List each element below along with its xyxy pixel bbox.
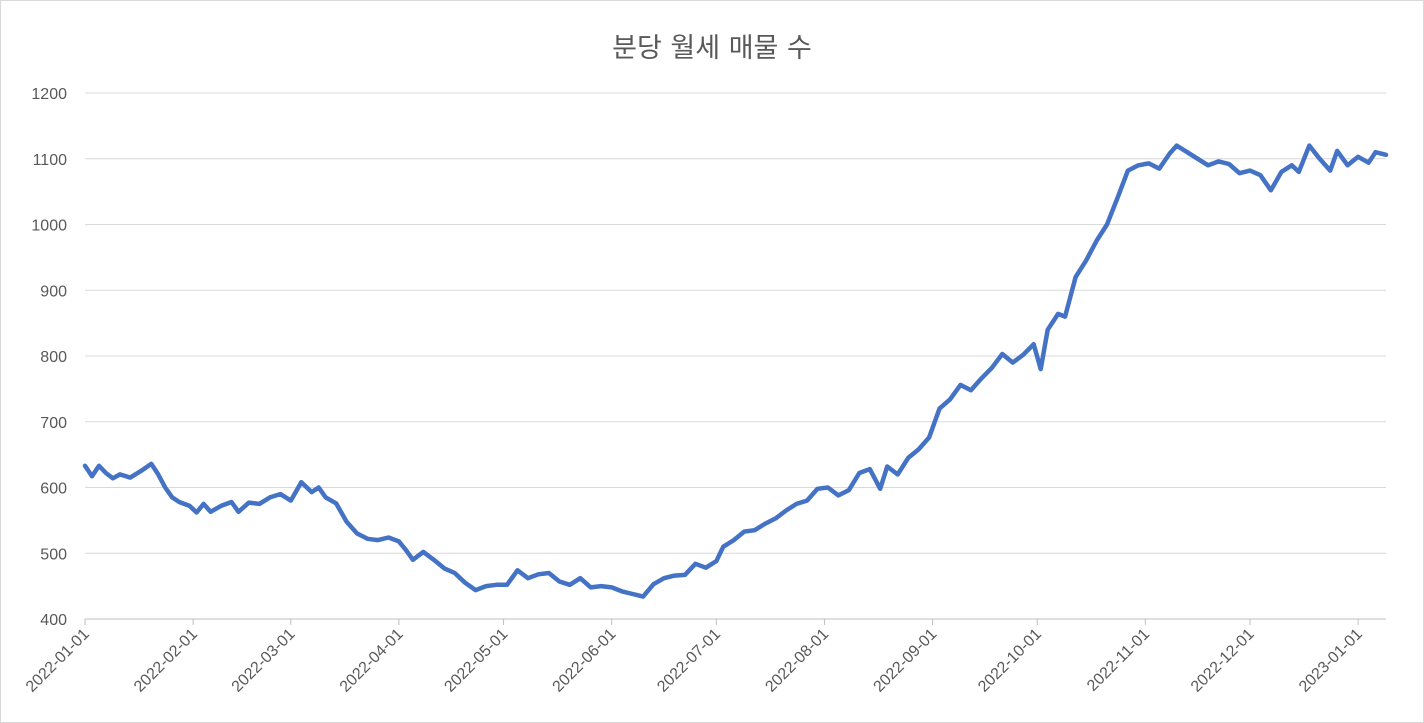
x-tick-label: 2022-10-01 (975, 626, 1045, 696)
x-tick-label: 2022-09-01 (871, 626, 941, 696)
x-tick-label: 2022-05-01 (441, 626, 511, 696)
y-tick-label: 1100 (33, 152, 68, 169)
y-tick-label: 800 (40, 349, 67, 366)
x-tick-label: 2022-02-01 (131, 626, 201, 696)
x-tick-label: 2023-01-01 (1296, 626, 1366, 696)
x-tick-label: 2022-11-01 (1084, 626, 1153, 695)
x-tick-label: 2022-08-01 (762, 626, 832, 696)
y-tick-label: 400 (40, 612, 67, 629)
x-tick-label: 2022-04-01 (337, 626, 407, 696)
y-tick-label: 1200 (31, 86, 67, 103)
x-tick-label: 2022-01-01 (23, 626, 93, 696)
y-tick-label: 900 (40, 283, 67, 300)
y-tick-label: 600 (40, 481, 67, 498)
y-tick-label: 700 (40, 415, 67, 432)
x-tick-label: 2022-06-01 (550, 626, 620, 696)
x-tick-label: 2022-07-01 (654, 626, 724, 696)
x-tick-label: 2022-03-01 (229, 626, 299, 696)
y-tick-label: 500 (40, 546, 67, 563)
y-tick-label: 1000 (31, 218, 67, 235)
x-tick-label: 2022-12-01 (1188, 626, 1258, 696)
chart-title: 분당 월세 매물 수 (612, 33, 812, 64)
series-line (82, 143, 1389, 599)
